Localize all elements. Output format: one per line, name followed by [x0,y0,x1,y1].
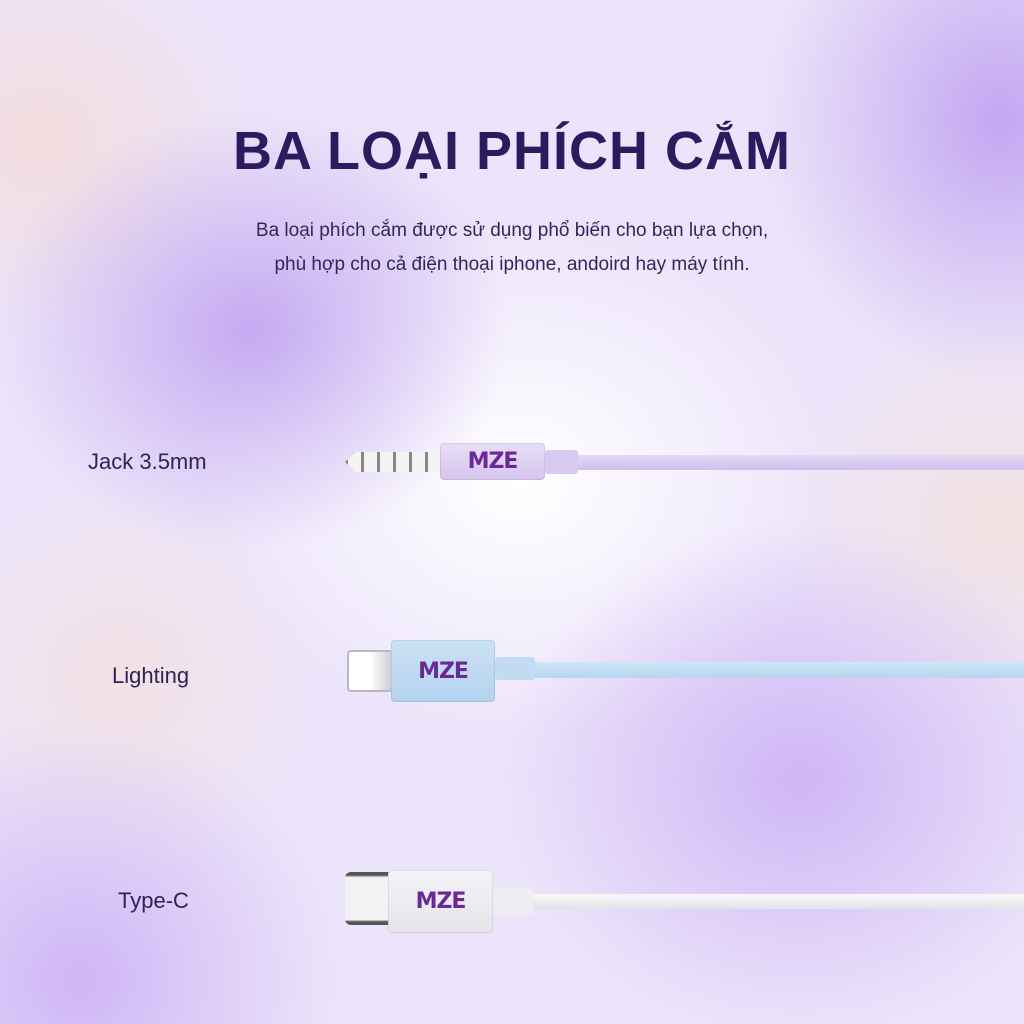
subtitle-line-2: phù hợp cho cả điện thoại iphone, andoir… [274,254,750,275]
brand-logo: MZE [415,889,467,914]
brand-logo: MZE [418,658,469,684]
plug-label-lightning: Lighting [112,663,190,688]
brand-logo: MZE [467,449,519,474]
page-title: BA LOẠI PHÍCH CẮM [233,121,791,181]
plug-label-type-c: Type-C [118,888,189,913]
subtitle-line-1: Ba loại phích cắm được sử dụng phổ biến … [255,220,769,241]
plug-label-jack: Jack 3.5mm [88,449,207,474]
